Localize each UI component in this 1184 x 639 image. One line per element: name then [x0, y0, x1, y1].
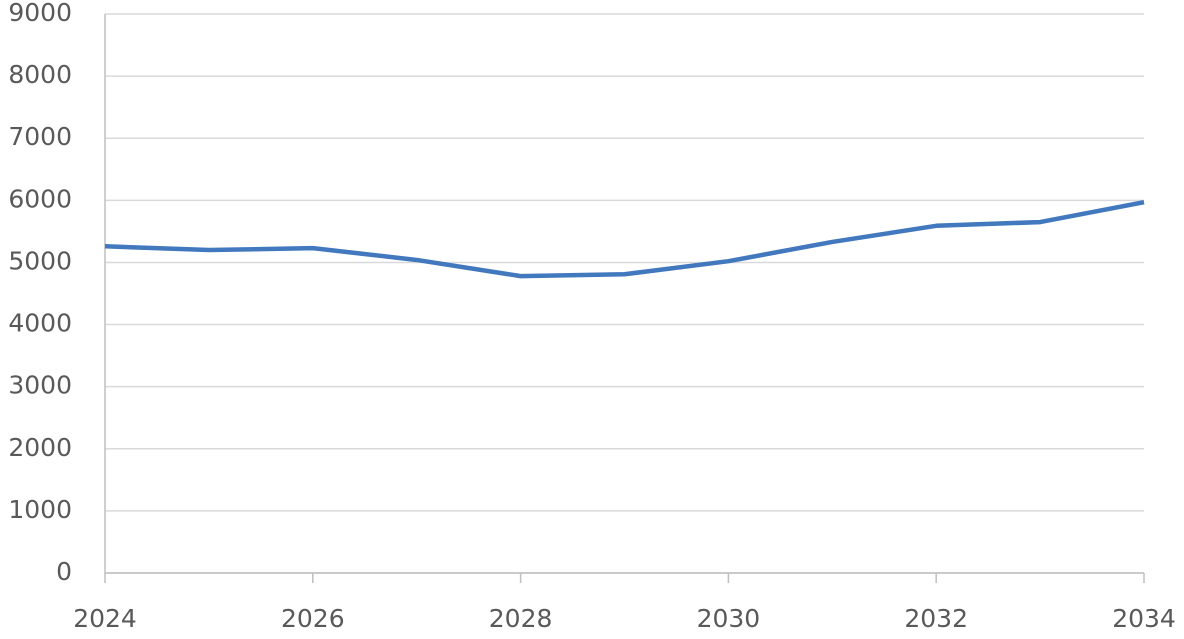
y-tick-label: 1000	[8, 495, 72, 524]
x-tick-label: 2026	[281, 604, 345, 633]
y-tick-label: 0	[56, 557, 72, 586]
y-tick-label: 2000	[8, 433, 72, 462]
x-tick-label: 2032	[904, 604, 968, 633]
y-tick-label: 8000	[8, 60, 72, 89]
y-tick-label: 4000	[8, 309, 72, 338]
y-tick-label: 9000	[8, 0, 72, 27]
x-tick-label: 2030	[697, 604, 761, 633]
y-tick-label: 7000	[8, 122, 72, 151]
y-tick-label: 3000	[8, 371, 72, 400]
line	[104, 199, 1145, 279]
x-tick-label: 2028	[489, 604, 553, 633]
x-tick-label: 2024	[73, 604, 137, 633]
x-tick-label: 2034	[1112, 604, 1176, 633]
y-tick-label: 5000	[8, 246, 72, 275]
y-tick-label: 6000	[8, 184, 72, 213]
